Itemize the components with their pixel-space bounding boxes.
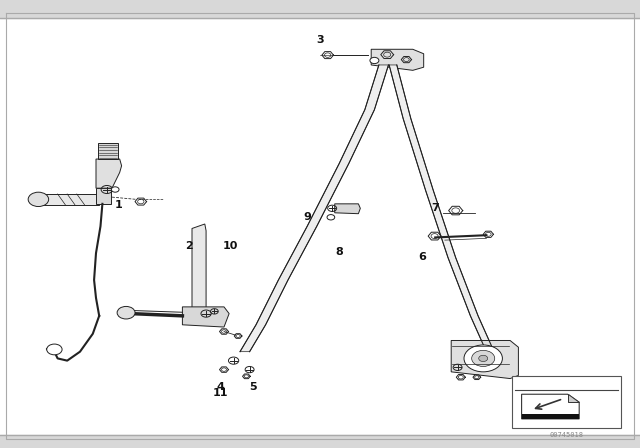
Circle shape — [117, 306, 135, 319]
Text: 8: 8 — [335, 247, 343, 257]
Circle shape — [47, 344, 62, 355]
Polygon shape — [96, 188, 111, 204]
Circle shape — [28, 192, 49, 207]
Polygon shape — [98, 143, 118, 159]
Text: 3: 3 — [316, 34, 324, 44]
Circle shape — [464, 345, 502, 372]
Polygon shape — [335, 204, 360, 214]
Polygon shape — [522, 394, 579, 419]
Text: 10: 10 — [223, 241, 238, 250]
Text: 6: 6 — [419, 252, 426, 262]
Circle shape — [111, 187, 119, 192]
Polygon shape — [182, 307, 229, 327]
Circle shape — [472, 350, 495, 366]
Polygon shape — [35, 194, 99, 205]
Polygon shape — [371, 49, 424, 70]
Circle shape — [479, 355, 488, 362]
Bar — [512, 376, 621, 428]
Text: 2: 2 — [185, 241, 193, 250]
Text: 4: 4 — [217, 382, 225, 392]
Polygon shape — [389, 65, 494, 352]
Polygon shape — [568, 394, 579, 402]
Text: 1: 1 — [115, 200, 122, 210]
Text: 9: 9 — [303, 211, 311, 221]
Circle shape — [327, 215, 335, 220]
Text: 5: 5 — [249, 382, 257, 392]
Polygon shape — [451, 340, 518, 379]
Polygon shape — [192, 224, 206, 320]
Polygon shape — [96, 159, 122, 188]
Text: 00745018: 00745018 — [549, 432, 584, 438]
Bar — [522, 414, 579, 419]
Circle shape — [370, 57, 379, 64]
Text: 7: 7 — [431, 202, 439, 212]
Polygon shape — [240, 65, 388, 352]
Text: 11: 11 — [213, 388, 228, 398]
